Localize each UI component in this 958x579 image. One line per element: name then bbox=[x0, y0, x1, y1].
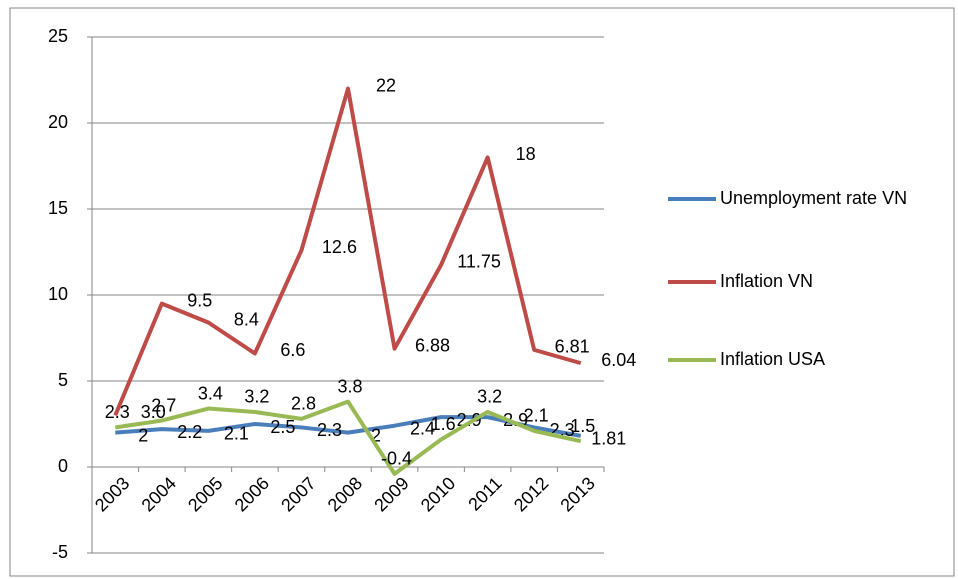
data-label: 2 bbox=[138, 425, 148, 445]
data-label: 9.5 bbox=[187, 290, 212, 310]
data-label: 2.3 bbox=[317, 420, 342, 440]
legend-item: Inflation USA bbox=[668, 349, 825, 369]
y-tick-label: 10 bbox=[48, 284, 68, 304]
data-label: 3.4 bbox=[198, 383, 223, 403]
data-label: 3.2 bbox=[477, 387, 502, 407]
series-line bbox=[115, 415, 582, 438]
data-label: 2.8 bbox=[291, 394, 316, 414]
chart-frame bbox=[9, 7, 955, 577]
series-line bbox=[113, 86, 582, 417]
legend-item: Inflation VN bbox=[668, 271, 813, 291]
y-tick-label: 0 bbox=[58, 456, 68, 476]
data-label: 3.2 bbox=[244, 387, 269, 407]
data-label: 2 bbox=[371, 425, 381, 445]
data-label: 6.6 bbox=[280, 340, 305, 360]
series-line bbox=[114, 399, 582, 476]
data-label: 6.88 bbox=[415, 335, 450, 355]
data-label: 1.5 bbox=[570, 416, 595, 436]
data-label: 6.81 bbox=[555, 337, 590, 357]
y-tick-label: 25 bbox=[48, 26, 68, 46]
y-tick-label: -5 bbox=[52, 542, 68, 562]
data-label: 1.81 bbox=[591, 429, 626, 449]
data-label: 3.8 bbox=[337, 376, 362, 396]
y-tick-label: 20 bbox=[48, 112, 68, 132]
data-label: -0.4 bbox=[381, 449, 412, 469]
data-label: 12.6 bbox=[322, 237, 357, 257]
data-label: 8.4 bbox=[234, 309, 259, 329]
data-label: 2.5 bbox=[270, 417, 295, 437]
data-label: 2.4 bbox=[410, 418, 435, 438]
data-label: 6.04 bbox=[601, 350, 636, 370]
data-label: 2.1 bbox=[524, 406, 549, 426]
y-tick-label: 15 bbox=[48, 198, 68, 218]
data-label: 2.3 bbox=[105, 402, 130, 422]
legend-item: Unemployment rate VN bbox=[668, 188, 907, 208]
legend-label: Unemployment rate VN bbox=[720, 188, 907, 208]
data-label: 1.6 bbox=[431, 414, 456, 434]
data-label: 2.1 bbox=[224, 424, 249, 444]
data-label: 2.2 bbox=[177, 422, 202, 442]
data-label: 3.0 bbox=[141, 402, 166, 422]
legend-label: Inflation USA bbox=[720, 349, 825, 369]
data-label: 11.75 bbox=[457, 252, 501, 272]
data-label: 22 bbox=[376, 75, 396, 95]
legend-label: Inflation VN bbox=[720, 271, 813, 291]
y-tick-label: 5 bbox=[58, 370, 68, 390]
data-label: 18 bbox=[516, 144, 536, 164]
data-label: 2.7 bbox=[151, 395, 176, 415]
